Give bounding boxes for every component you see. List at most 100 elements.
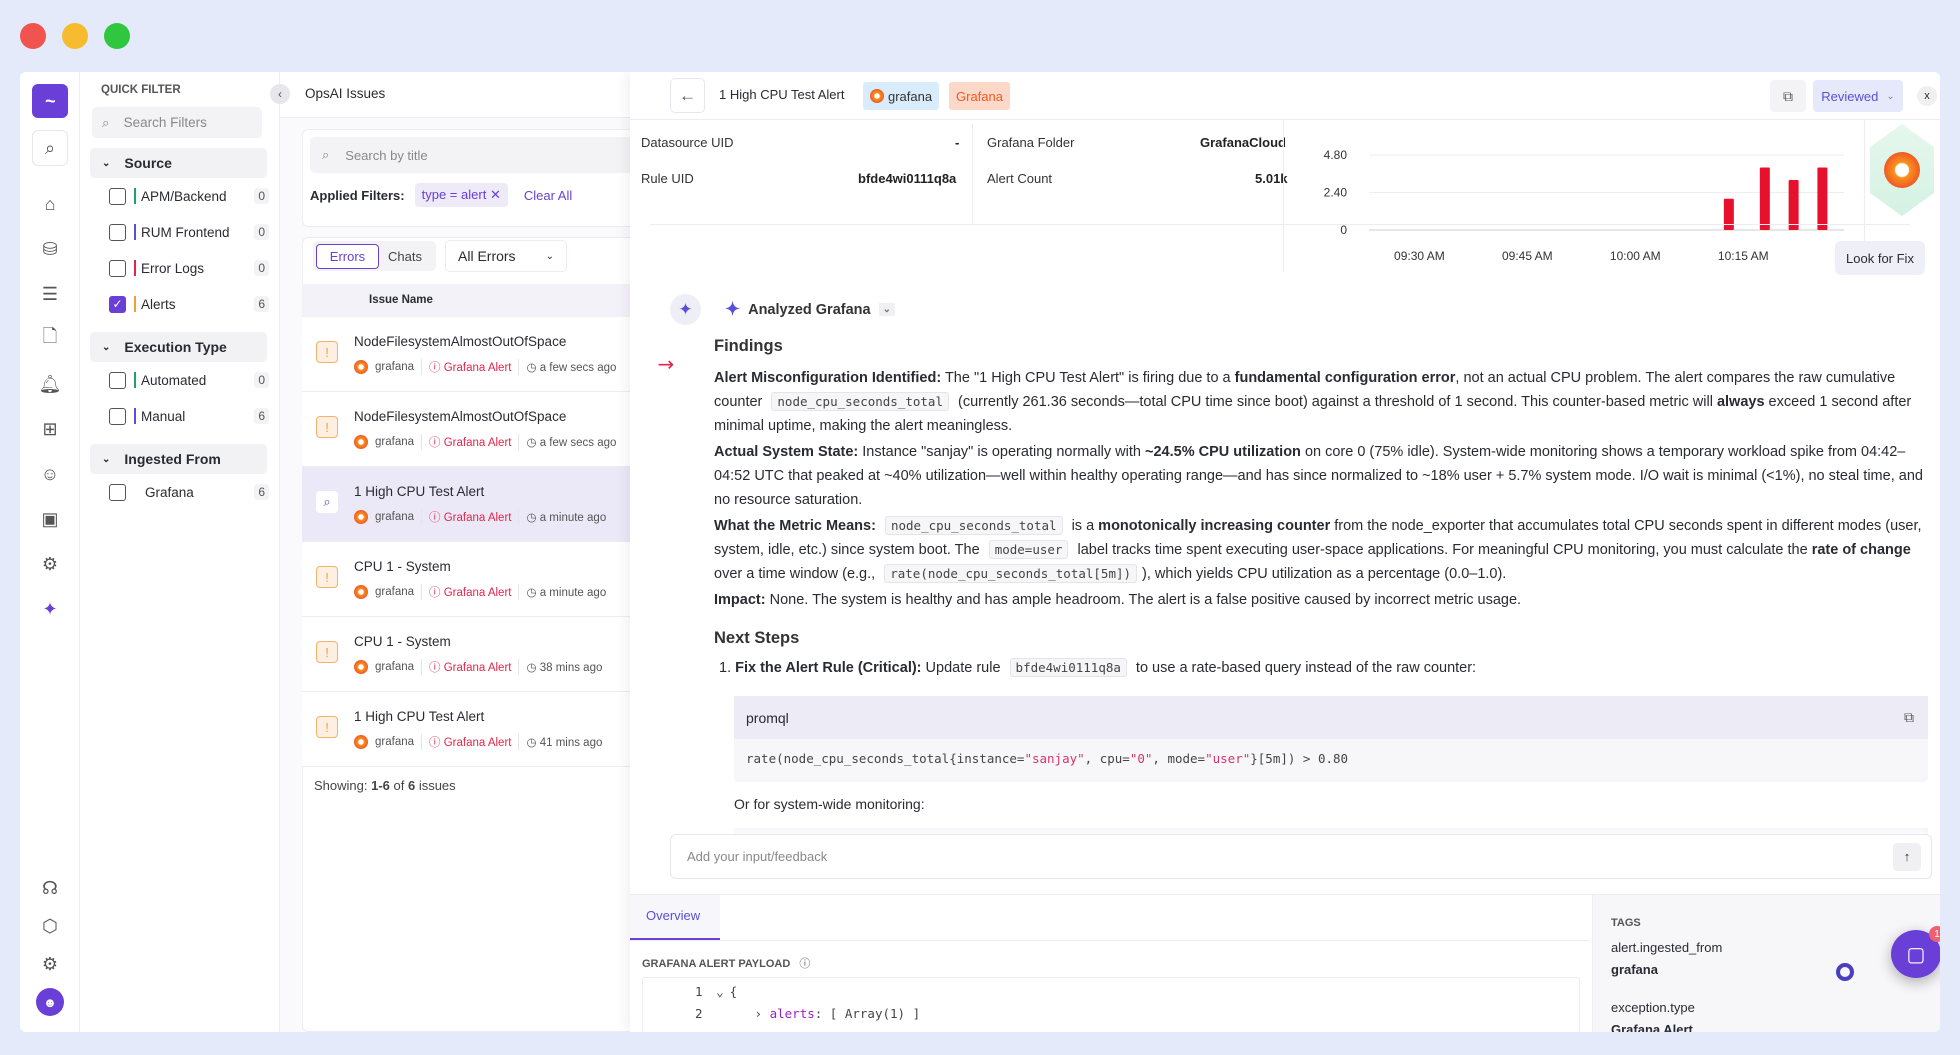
app-window: ~ ⌕ ⌂ ⛁ ☰ 🗋 🔔︎ ⊞ ☺ ▣ ⚙ ✦ ☊ ⬡ ⚙ ☻ QUICK F… [20,72,1940,1032]
checkbox[interactable] [109,223,126,241]
filter-chip-label: type = alert [421,187,487,202]
collapse-chevron-icon[interactable]: ⌄ [716,984,724,999]
logo-icon[interactable]: ~ [32,84,68,118]
search-filters-input[interactable]: ⌕ Search Filters [92,107,262,138]
issue-row[interactable]: ! 1 High CPU Test Alert grafana ⓘ Grafana… [302,692,632,767]
sparkle-icon[interactable]: ✦ [42,598,58,619]
look-for-fix-button[interactable]: Look for Fix [1835,241,1925,275]
filter-section-header[interactable]: ⌄ Execution Type [90,332,267,362]
checkbox[interactable] [109,371,126,389]
filter-count: 0 [254,372,269,388]
search-by-title-input[interactable]: ⌕ Search by title [310,137,650,173]
filter-item[interactable]: Automated 0 [109,369,269,391]
filter-section-header[interactable]: ⌄ Ingested From [90,444,267,474]
issue-row[interactable]: ⌕ 1 High CPU Test Alert grafana ⓘ Grafana… [302,467,632,542]
filter-item[interactable]: APM/Backend 0 [109,185,269,207]
datasource-uid-value: - [955,135,960,150]
applied-filters-label: Applied Filters: [310,187,405,203]
copy-link-button[interactable]: ⧉ [1770,80,1806,112]
status-value: Reviewed [1821,88,1879,104]
issues-panel: OpsAI Issues ⌕ Search by title Applied Fi… [280,72,650,1032]
filter-item[interactable]: Manual 6 [109,405,269,427]
search-icon[interactable]: ⌕ [32,130,68,166]
avatar[interactable]: ☻ [36,988,64,1016]
tag-ratio-ring [1836,963,1854,981]
cube-icon[interactable]: ⬡ [42,915,58,936]
checkbox[interactable] [109,407,126,425]
issue-name: NodeFilesystemAlmostOutOfSpace [354,409,567,424]
grafana-folder-value: GrafanaCloud [1200,135,1286,150]
section-title: Source [124,155,172,171]
report-icon[interactable]: ▣ [41,508,59,529]
maximize-window-button[interactable] [104,23,130,49]
tab-overview[interactable]: Overview [630,895,720,940]
issue-type: ⓘ Grafana Alert [429,437,512,449]
headset-icon[interactable]: ☊ [42,877,58,898]
status-dropdown[interactable]: Reviewed ⌄ [1813,80,1903,112]
checkbox[interactable] [109,187,126,205]
filter-chip[interactable]: type = alert ✕ [414,183,508,207]
issue-row[interactable]: ! NodeFilesystemAlmostOutOfSpace grafana… [302,392,632,467]
column-header-issue-name: Issue Name [302,284,650,317]
collapse-panel-button[interactable]: ‹ [270,84,290,104]
filter-item[interactable]: ✓ Alerts 6 [109,293,269,315]
checkbox[interactable] [109,259,126,277]
grafana-logo-icon [354,735,368,749]
filter-label: APM/Backend [141,188,227,204]
issue-name: 1 High CPU Test Alert [354,709,485,724]
checkbox[interactable] [109,483,126,501]
gear-icon[interactable]: ⚙ [41,953,59,974]
minimize-window-button[interactable] [62,23,88,49]
alert-icon: ! [316,416,338,438]
filter-item[interactable]: Error Logs 0 [109,257,269,279]
feedback-placeholder: Add your input/feedback [687,849,828,864]
remove-filter-icon[interactable]: ✕ [489,187,501,202]
issue-row[interactable]: ! CPU 1 - System grafana ⓘ Grafana Alert ◷… [302,617,632,692]
filter-item[interactable]: Grafana 6 [109,481,269,503]
checkbox[interactable]: ✓ [109,295,126,313]
filter-item[interactable]: RUM Frontend 0 [109,221,269,243]
error-type-dropdown[interactable]: All Errors ⌄ [445,240,567,272]
x-tick-label: 09:30 AM [1394,249,1445,263]
robot-icon[interactable]: ☺ [40,463,60,484]
analyzed-toggle[interactable]: ✦ Analyzed Grafana ⌄ [725,299,895,320]
step-1: 1. Fix the Alert Rule (Critical): Update… [719,658,1477,677]
payload-title: GRAFANA ALERT PAYLOAD ⓘ [642,958,811,970]
list-filter-icon[interactable]: ☰ [41,283,59,304]
home-icon[interactable]: ⌂ [44,193,56,214]
issue-row[interactable]: ! CPU 1 - System grafana ⓘ Grafana Alert ◷… [302,542,632,617]
expand-chevron-icon[interactable]: › [754,1006,763,1021]
dashboard-add-icon[interactable]: ⊞ [42,418,58,439]
issue-source: grafana [375,511,415,523]
grafana-logo-icon [354,360,368,374]
alert-count-label: Alert Count [987,171,1053,186]
code-language-label: promql [746,709,789,726]
payload-json-viewer: 1 ⌄{ 2 › alerts: [ Array(1) ] [642,977,1580,1032]
send-arrow-icon[interactable]: ↑ [1893,842,1921,871]
filter-label: Manual [141,408,186,424]
clear-all-link[interactable]: Clear All [523,187,573,203]
close-window-button[interactable] [20,23,46,49]
pagination-summary: Showing: 1-6 of 6 issues [314,778,456,793]
code-block: promql ⧉ rate(node_cpu_seconds_total{ins… [734,696,1928,782]
chat-widget-button[interactable]: ▢ 1 [1891,926,1940,978]
search-icon: ⌕ [322,147,330,162]
filter-label: Error Logs [141,260,205,276]
back-button[interactable]: ← [670,78,705,113]
database-icon[interactable]: ⛁ [42,238,58,259]
tab-errors[interactable]: Errors [316,244,379,269]
document-icon[interactable]: 🗋 [42,326,58,346]
issue-source: grafana [375,736,415,748]
feedback-input[interactable]: Add your input/feedback ↑ [670,834,1932,879]
filter-section-header[interactable]: ⌄ Source [90,148,267,178]
bell-alert-icon[interactable]: 🔔︎ [38,373,62,394]
copy-code-icon[interactable]: ⧉ [1904,709,1914,725]
tag-key: exception.type [1611,1000,1695,1015]
x-tick-label: 10:00 AM [1610,249,1661,263]
close-button[interactable]: x [1917,86,1937,106]
chart-bar [1788,180,1799,230]
chip-icon[interactable]: ⚙ [41,553,59,574]
tab-chats[interactable]: Chats [388,249,422,264]
tag-value: grafana [1611,962,1658,977]
issue-row[interactable]: ! NodeFilesystemAlmostOutOfSpace grafana… [302,317,632,392]
